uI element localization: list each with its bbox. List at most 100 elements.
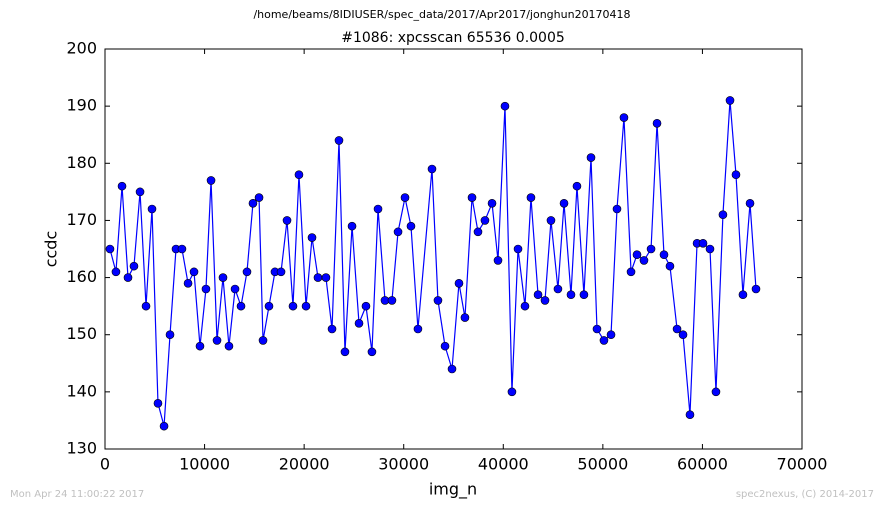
data-point bbox=[406, 221, 416, 231]
data-point bbox=[546, 216, 556, 225]
data-point bbox=[526, 193, 536, 202]
data-point bbox=[705, 244, 715, 254]
data-point bbox=[652, 118, 662, 128]
data-point bbox=[572, 181, 582, 191]
data-point bbox=[559, 198, 569, 208]
data-point bbox=[218, 273, 228, 282]
data-point bbox=[725, 96, 735, 105]
data-point bbox=[500, 101, 510, 111]
data-point bbox=[487, 198, 497, 208]
x-axis-label: img_n bbox=[429, 480, 477, 500]
x-tick-label: 40000 bbox=[478, 455, 529, 474]
x-tick-label: 10000 bbox=[179, 455, 230, 474]
x-tick-label: 30000 bbox=[378, 455, 429, 474]
chart-title: /home/beams/8IDIUSER/spec_data/2017/Apr2… bbox=[253, 8, 630, 21]
data-point bbox=[367, 347, 377, 357]
footer-right: spec2nexus, (C) 2014-2017 bbox=[736, 489, 874, 500]
data-point bbox=[460, 313, 470, 322]
data-point bbox=[387, 296, 397, 305]
data-point bbox=[276, 267, 286, 277]
data-point bbox=[513, 244, 523, 254]
data-point bbox=[447, 364, 457, 374]
data-point bbox=[129, 261, 139, 271]
data-point bbox=[678, 330, 688, 340]
data-point bbox=[301, 301, 311, 311]
data-point bbox=[665, 261, 675, 271]
data-point bbox=[189, 267, 199, 277]
data-point bbox=[111, 267, 121, 277]
data-point bbox=[599, 336, 609, 345]
data-point bbox=[159, 421, 169, 431]
data-point bbox=[745, 198, 755, 208]
data-point bbox=[566, 290, 576, 300]
data-point bbox=[354, 318, 364, 328]
data-point bbox=[751, 284, 761, 294]
x-tick-label: 20000 bbox=[279, 455, 330, 474]
data-point bbox=[230, 284, 240, 294]
footer-left: Mon Apr 24 11:00:22 2017 bbox=[10, 489, 144, 500]
data-point bbox=[153, 398, 163, 408]
data-point bbox=[400, 193, 410, 202]
data-point bbox=[454, 278, 464, 288]
data-point bbox=[592, 324, 602, 334]
data-point bbox=[123, 273, 133, 282]
y-tick-label: 200 bbox=[66, 39, 97, 58]
data-point bbox=[212, 336, 222, 345]
data-point bbox=[480, 216, 490, 225]
data-line bbox=[109, 100, 757, 427]
data-point bbox=[718, 210, 728, 220]
data-point bbox=[177, 244, 187, 254]
y-tick-label: 190 bbox=[66, 96, 97, 115]
data-point bbox=[340, 347, 350, 357]
data-point bbox=[619, 113, 629, 122]
data-point bbox=[586, 153, 596, 162]
data-point bbox=[738, 290, 748, 300]
y-tick-label: 170 bbox=[66, 210, 97, 229]
data-point bbox=[254, 193, 264, 202]
data-point bbox=[507, 387, 517, 397]
data-point bbox=[264, 301, 274, 311]
data-point bbox=[731, 170, 741, 180]
data-point bbox=[147, 204, 157, 214]
data-point bbox=[540, 296, 550, 305]
data-point bbox=[711, 387, 721, 397]
data-point bbox=[361, 301, 371, 311]
plot-frame bbox=[104, 48, 803, 450]
data-point bbox=[698, 238, 708, 248]
y-tick-label: 150 bbox=[66, 324, 97, 343]
data-point bbox=[685, 410, 695, 420]
data-point bbox=[165, 330, 175, 340]
x-tick-label: 60000 bbox=[677, 455, 728, 474]
data-point bbox=[224, 341, 234, 351]
data-point bbox=[606, 330, 616, 340]
data-point bbox=[553, 284, 563, 294]
data-point bbox=[105, 244, 115, 254]
data-point bbox=[393, 227, 403, 237]
data-point bbox=[321, 273, 331, 282]
y-tick-label: 130 bbox=[66, 439, 97, 458]
data-point bbox=[282, 216, 292, 225]
data-point bbox=[639, 256, 649, 265]
x-tick-label: 70000 bbox=[777, 455, 828, 474]
data-point bbox=[646, 244, 656, 254]
data-point bbox=[327, 324, 337, 334]
data-point bbox=[135, 187, 145, 197]
data-point bbox=[433, 296, 443, 305]
data-point bbox=[307, 233, 317, 242]
data-point bbox=[242, 267, 252, 277]
data-point bbox=[533, 290, 543, 300]
data-point bbox=[347, 221, 357, 231]
data-point bbox=[473, 227, 483, 237]
data-point bbox=[258, 336, 268, 345]
data-point bbox=[288, 301, 298, 311]
data-point bbox=[467, 193, 477, 202]
data-point bbox=[440, 341, 450, 351]
data-point bbox=[493, 256, 503, 265]
data-point bbox=[117, 181, 127, 191]
data-point bbox=[195, 341, 205, 351]
data-point bbox=[626, 267, 636, 277]
y-tick-label: 160 bbox=[66, 267, 97, 286]
data-point bbox=[334, 136, 344, 145]
data-point bbox=[632, 250, 642, 260]
data-point bbox=[579, 290, 589, 300]
